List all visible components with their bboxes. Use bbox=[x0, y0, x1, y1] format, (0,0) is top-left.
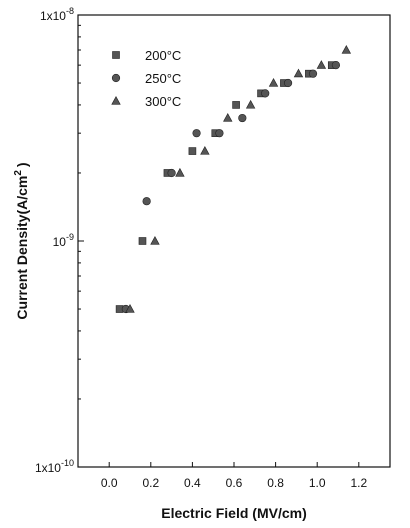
y-axis-label-main: Current Density(A/cm bbox=[14, 176, 30, 320]
legend-marker-circle bbox=[111, 73, 121, 83]
x-tick-label: 0.2 bbox=[142, 476, 159, 490]
data-point-circle bbox=[192, 129, 201, 138]
y-tick-label-exponent: -9 bbox=[66, 232, 74, 242]
x-tick-label: 1.2 bbox=[350, 476, 367, 490]
data-point-triangle bbox=[175, 167, 185, 177]
legend-marker-triangle bbox=[111, 95, 121, 105]
data-point-square bbox=[138, 237, 147, 245]
x-tick-label: 0.6 bbox=[226, 476, 243, 490]
data-point-circle bbox=[238, 113, 247, 123]
data-point-triangle bbox=[293, 68, 304, 78]
y-tick-label-base: 1x10 bbox=[40, 9, 66, 23]
data-point-circle bbox=[215, 129, 224, 138]
x-axis-label: Electric Field (MV/cm) bbox=[161, 505, 306, 521]
data-point-triangle bbox=[268, 77, 279, 87]
legend-marker-square bbox=[112, 51, 120, 59]
data-point-triangle bbox=[150, 235, 160, 245]
x-axis-ticks: 0.0 0.2 0.4 0.6 0.8 1.0 1.2 bbox=[101, 462, 367, 490]
y-axis-label-sup: 2 bbox=[13, 170, 24, 176]
data-point-triangle bbox=[341, 44, 352, 54]
y-tick-label-exponent: -10 bbox=[61, 458, 74, 468]
data-point-circle bbox=[167, 168, 176, 178]
y-tick-label: 1x10-8 bbox=[40, 6, 74, 23]
plot-frame bbox=[77, 14, 391, 468]
legend-label: 300°C bbox=[145, 94, 181, 109]
data-point-triangle bbox=[223, 113, 233, 122]
data-point-triangle bbox=[316, 60, 327, 69]
data-points bbox=[115, 44, 352, 314]
legend-label: 200°C bbox=[145, 48, 181, 63]
legend-label: 250°C bbox=[145, 71, 181, 86]
legend: 200°C 250°C 300°C bbox=[111, 48, 181, 109]
data-point-circle bbox=[308, 69, 318, 78]
y-tick-label: 10-9 bbox=[53, 232, 74, 249]
data-point-triangle bbox=[200, 146, 210, 155]
data-point-triangle bbox=[125, 303, 135, 313]
y-axis-label: Current Density(A/cm2) bbox=[13, 162, 30, 319]
data-point-circle bbox=[142, 197, 151, 206]
data-point-triangle bbox=[245, 99, 256, 109]
y-tick-label: 1x10-10 bbox=[35, 458, 74, 475]
y-tick-label-base: 1x10 bbox=[35, 461, 61, 475]
x-tick-label: 0.8 bbox=[267, 476, 284, 490]
data-point-circle bbox=[283, 78, 293, 88]
x-tick-label: 0.4 bbox=[184, 476, 201, 490]
x-tick-label: 0.0 bbox=[101, 476, 118, 490]
x-tick-label: 1.0 bbox=[309, 476, 326, 490]
data-point-square bbox=[188, 147, 197, 155]
y-tick-label-exponent: -8 bbox=[66, 6, 74, 16]
data-point-circle bbox=[261, 89, 270, 98]
y-tick-label-base: 10 bbox=[53, 235, 67, 249]
y-axis-label-close: ) bbox=[14, 162, 30, 167]
data-point-circle bbox=[331, 61, 341, 70]
data-point-square bbox=[232, 101, 240, 109]
